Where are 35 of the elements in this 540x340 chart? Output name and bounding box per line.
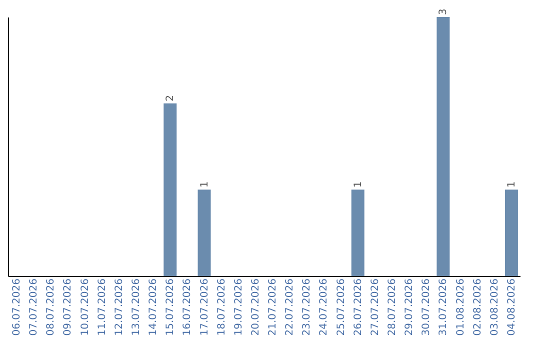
x-tick-label: 24.07.2026 — [318, 278, 330, 336]
x-tick-label: 13.07.2026 — [131, 278, 142, 336]
x-tick-label: 25.07.2026 — [336, 278, 347, 336]
x-tick-label: 28.07.2026 — [387, 278, 398, 336]
data-label: 1 — [199, 181, 210, 188]
x-tick-label: 18.07.2026 — [216, 278, 228, 336]
x-tick-label: 02.08.2026 — [472, 278, 484, 336]
x-tick-label: 14.07.2026 — [148, 278, 160, 336]
x-tick-label: 12.07.2026 — [114, 278, 125, 336]
x-tick-label: 21.07.2026 — [268, 278, 279, 336]
data-label: 3 — [438, 8, 450, 15]
x-tick-label: 27.07.2026 — [370, 278, 381, 336]
x-tick-label: 08.07.2026 — [46, 278, 57, 336]
x-tick-label: 23.07.2026 — [302, 278, 313, 336]
x-tick-label: 20.07.2026 — [250, 278, 262, 336]
x-tick-label: 03.08.2026 — [489, 278, 500, 336]
x-tick-label: 10.07.2026 — [80, 278, 91, 336]
data-label: 1 — [506, 181, 518, 188]
data-label: 2 — [165, 94, 176, 102]
x-tick-label: 31.07.2026 — [438, 278, 450, 336]
x-tick-label: 11.07.2026 — [96, 278, 108, 336]
x-tick-label: 30.07.2026 — [421, 278, 432, 336]
x-tick-label: 01.08.2026 — [455, 278, 466, 336]
x-tick-label: 22.07.2026 — [284, 278, 296, 336]
x-tick-label: 09.07.2026 — [62, 278, 74, 336]
x-tick-label: 29.07.2026 — [404, 278, 416, 336]
x-tick-label: 19.07.2026 — [233, 278, 244, 336]
x-tick-label: 15.07.2026 — [165, 278, 176, 336]
x-tick-label: 04.08.2026 — [506, 278, 518, 336]
x-tick-label: 06.07.2026 — [12, 278, 23, 336]
x-tick-label: 26.07.2026 — [352, 278, 364, 336]
data-label: 1 — [352, 181, 364, 188]
x-tick-label: 17.07.2026 — [199, 278, 210, 336]
x-tick-label: 16.07.2026 — [182, 278, 194, 336]
x-tick-label: 07.07.2026 — [28, 278, 40, 336]
